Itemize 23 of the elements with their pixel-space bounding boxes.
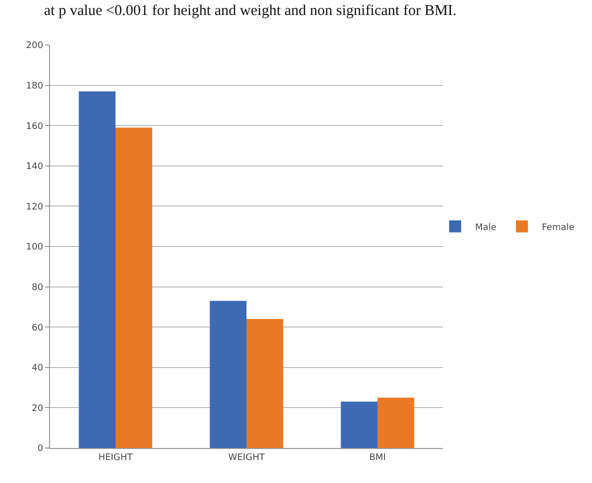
y-tick-label: 200 <box>26 41 44 52</box>
bar <box>210 300 246 448</box>
y-tick-label: 160 <box>26 122 44 132</box>
y-tick-label: 100 <box>26 242 44 253</box>
text: at p value <0.001 for height and weight and non significant for BMI. <box>44 3 457 19</box>
y-tick-label: 60 <box>32 323 44 334</box>
y-tick-label: 80 <box>32 282 44 293</box>
bar <box>116 128 152 448</box>
y-tick-label: 140 <box>26 162 44 172</box>
bar <box>340 402 378 448</box>
x-tick-label: BMI <box>369 452 386 463</box>
bar <box>378 398 414 448</box>
bar <box>78 91 116 448</box>
y-tick-label: 40 <box>32 364 44 374</box>
y-tick-label: 20 <box>32 404 44 414</box>
legend-label: Male <box>475 222 497 233</box>
y-tick-label: 180 <box>26 81 44 92</box>
x-tick-label: HEIGHT <box>98 452 134 463</box>
bar <box>246 319 284 448</box>
y-tick-label: 0 <box>37 444 44 454</box>
y-tick-label: 120 <box>26 202 44 212</box>
legend-label: Female <box>542 222 575 233</box>
x-tick-label: WEIGHT <box>228 452 266 463</box>
